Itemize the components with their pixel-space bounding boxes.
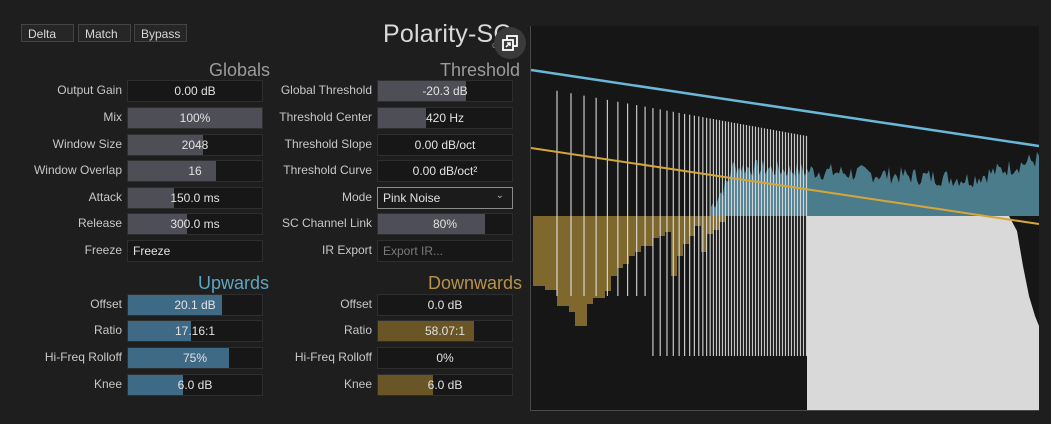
spectrum-area — [711, 152, 1039, 216]
release-label: Release — [77, 216, 122, 230]
window-overlap-label: Window Overlap — [33, 163, 122, 177]
freeze-label: Freeze — [84, 243, 122, 257]
upper-band-region — [807, 216, 1039, 410]
upwards-knee-slider[interactable]: 6.0 dB — [127, 374, 263, 396]
downwards-offset-value: 0.0 dB — [427, 298, 463, 312]
downwards-ratio-fill — [378, 321, 475, 341]
sc-channel-link-fill — [378, 214, 486, 234]
chevron-down-icon: ⌄ — [495, 190, 504, 201]
window-size-slider[interactable]: 2048 — [127, 134, 263, 156]
window-overlap-slider[interactable]: 16 — [127, 160, 263, 182]
output-gain-slider[interactable]: 0.00 dB — [127, 80, 263, 102]
upwards-offset-slider[interactable]: 20.1 dB — [127, 294, 263, 316]
upwards-knee-fill — [128, 375, 183, 395]
global-threshold-value: -20.3 dB — [422, 84, 468, 98]
mix-fill — [128, 108, 262, 128]
attack-slider[interactable]: 150.0 ms — [127, 187, 263, 209]
global-threshold-label: Global Threshold — [280, 83, 372, 97]
popout-icon[interactable] — [494, 27, 526, 59]
mix-label: Mix — [103, 110, 122, 124]
attack-label: Attack — [88, 190, 122, 204]
attack-fill — [128, 188, 174, 208]
downwards-knee-fill — [378, 375, 433, 395]
upwards-ratio-fill — [128, 321, 191, 341]
downward-threshold-line — [531, 147, 1039, 225]
window-size-value: 2048 — [181, 138, 209, 152]
threshold-slope-value: 0.00 dB/oct — [414, 138, 476, 152]
ir-export-value: Export IR... — [383, 244, 444, 258]
window-size-label: Window Size — [52, 137, 122, 151]
upwards-hi-freq-rolloff-label: Hi-Freq Rolloff — [44, 350, 122, 364]
upwards-section-title: Upwards — [198, 273, 270, 293]
upwards-ratio-slider[interactable]: 17.16:1 — [127, 320, 263, 342]
mode-value: Pink Noise — [383, 191, 441, 205]
threshold-curve-label: Threshold Curve — [283, 163, 372, 177]
threshold-section-title: Threshold — [440, 60, 521, 80]
match-button[interactable]: Match — [78, 24, 131, 42]
threshold-curve-slider[interactable]: 0.00 dB/oct² — [377, 160, 513, 182]
threshold-slope-label: Threshold Slope — [284, 137, 372, 151]
window-size-fill — [128, 135, 204, 155]
bypass-button[interactable]: Bypass — [134, 24, 187, 42]
upwards-offset-value: 20.1 dB — [174, 298, 216, 312]
upwards-knee-value: 6.0 dB — [177, 378, 213, 392]
ir-export-label: IR Export — [321, 243, 372, 257]
upwards-hi-freq-rolloff-value: 75% — [182, 351, 208, 365]
mix-slider[interactable]: 100% — [127, 107, 263, 129]
mode-label: Mode — [341, 190, 372, 204]
ir-export-button[interactable]: Export IR... — [377, 240, 513, 262]
upwards-hi-freq-rolloff-fill — [128, 348, 229, 368]
downwards-ratio-value: 58.07:1 — [424, 324, 466, 338]
freeze-toggle[interactable]: Freeze — [127, 240, 263, 262]
downwards-knee-value: 6.0 dB — [427, 378, 463, 392]
upwards-offset-fill — [128, 295, 222, 315]
downwards-ratio-label: Ratio — [343, 323, 372, 337]
threshold-curve-value: 0.00 dB/oct² — [412, 164, 478, 178]
attack-value: 150.0 ms — [170, 191, 220, 205]
threshold-slope-slider[interactable]: 0.00 dB/oct — [377, 134, 513, 156]
threshold-center-label: Threshold Center — [279, 110, 372, 124]
sc-channel-link-value: 80% — [432, 217, 458, 231]
window-overlap-value: 16 — [188, 164, 202, 178]
downwards-hi-freq-rolloff-label: Hi-Freq Rolloff — [294, 350, 372, 364]
spectrum-display[interactable] — [530, 26, 1039, 411]
downwards-knee-label: Knee — [343, 377, 372, 391]
downwards-knee-slider[interactable]: 6.0 dB — [377, 374, 513, 396]
downwards-hi-freq-rolloff-slider[interactable]: 0% — [377, 347, 513, 369]
mix-value: 100% — [179, 111, 211, 125]
threshold-center-slider[interactable]: 420 Hz — [377, 107, 513, 129]
freeze-value: Freeze — [133, 244, 171, 258]
delta-button[interactable]: Delta — [21, 24, 74, 42]
global-threshold-slider[interactable]: -20.3 dB — [377, 80, 513, 102]
threshold-center-value: 420 Hz — [425, 111, 465, 125]
downwards-offset-slider[interactable]: 0.0 dB — [377, 294, 513, 316]
release-slider[interactable]: 300.0 ms — [127, 213, 263, 235]
sc-channel-link-label: SC Channel Link — [281, 216, 372, 230]
globals-section-title: Globals — [209, 60, 271, 80]
upwards-hi-freq-rolloff-slider[interactable]: 75% — [127, 347, 263, 369]
spectrum-graph — [531, 68, 1039, 410]
threshold-center-fill — [378, 108, 427, 128]
downwards-offset-label: Offset — [340, 297, 372, 311]
plugin-title: Polarity-SC — [383, 20, 512, 48]
downwards-section-title: Downwards — [428, 273, 523, 293]
output-gain-value: 0.00 dB — [174, 84, 216, 98]
downwards-hi-freq-rolloff-value: 0% — [436, 351, 454, 365]
mode-dropdown[interactable]: Pink Noise ⌄ — [377, 187, 513, 209]
release-value: 300.0 ms — [170, 217, 220, 231]
release-fill — [128, 214, 187, 234]
sc-channel-link-slider[interactable]: 80% — [377, 213, 513, 235]
output-gain-label: Output Gain — [57, 83, 122, 97]
global-threshold-line — [531, 68, 1039, 148]
upwards-offset-label: Offset — [90, 297, 122, 311]
downwards-ratio-slider[interactable]: 58.07:1 — [377, 320, 513, 342]
upwards-knee-label: Knee — [93, 377, 122, 391]
downward-gain-area — [533, 216, 725, 326]
upwards-ratio-value: 17.16:1 — [174, 324, 216, 338]
window-overlap-fill — [128, 161, 217, 181]
global-threshold-fill — [378, 81, 467, 101]
upwards-ratio-label: Ratio — [93, 323, 122, 337]
